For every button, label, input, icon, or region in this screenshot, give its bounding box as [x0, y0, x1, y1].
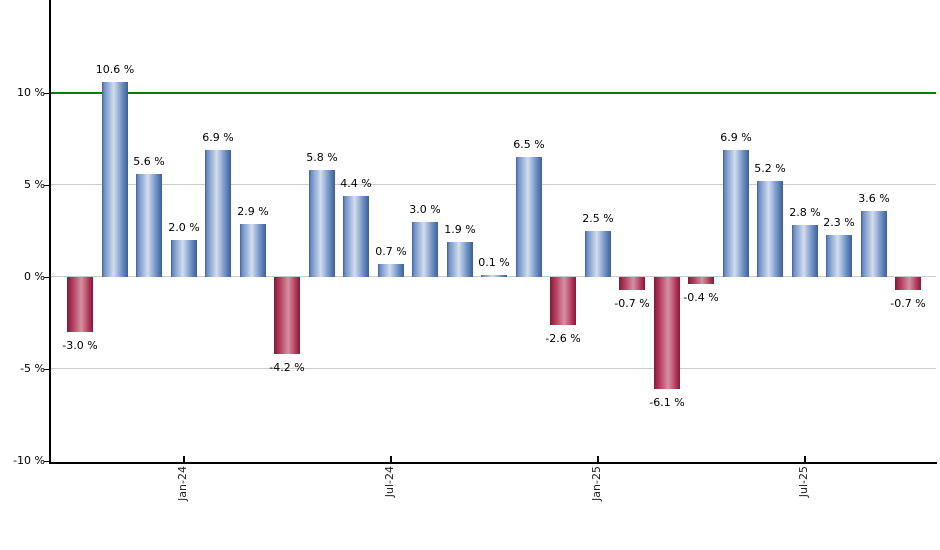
- bar-Nov-24: [516, 157, 542, 277]
- bar-Aug-24: [412, 222, 438, 277]
- bar-Mar-25: [654, 277, 680, 389]
- y-axis-tick-label: 0 %: [24, 270, 45, 283]
- bar-value-label-Jul-25: 2.8 %: [789, 206, 821, 219]
- bar-value-label-Feb-24: 6.9 %: [202, 131, 234, 144]
- bar-Sep-25: [861, 211, 887, 277]
- bar-Feb-24: [205, 150, 231, 277]
- bar-Oct-25: [895, 277, 921, 290]
- x-axis-line: [49, 462, 937, 464]
- x-axis-tick-label: Jul-25: [797, 466, 810, 498]
- reference-line-10pct: [51, 92, 936, 94]
- bar-value-label-Dec-24: -2.6 %: [545, 332, 581, 345]
- bar-value-label-Nov-24: 6.5 %: [513, 138, 545, 151]
- bar-Aug-25: [826, 235, 852, 277]
- bar-value-label-Aug-25: 2.3 %: [823, 216, 855, 229]
- bar-Apr-24: [274, 277, 300, 354]
- x-axis-tick: [390, 456, 392, 462]
- bar-value-label-Mar-25: -6.1 %: [649, 396, 685, 409]
- y-axis-tick: [44, 277, 50, 278]
- bar-value-label-May-24: 5.8 %: [306, 151, 338, 164]
- y-axis-tick: [44, 185, 50, 186]
- x-axis-tick: [804, 456, 806, 462]
- bar-Jul-25: [792, 225, 818, 277]
- bar-value-label-Oct-23: -3.0 %: [62, 339, 98, 352]
- x-axis-tick-label: Jan-25: [590, 466, 603, 501]
- bar-value-label-Jul-24: 0.7 %: [375, 245, 407, 258]
- bar-Dec-23: [136, 174, 162, 277]
- y-axis-tick-label: 5 %: [24, 178, 45, 191]
- bar-Jun-25: [757, 181, 783, 277]
- x-axis-tick-label: Jan-24: [176, 466, 189, 501]
- plot-top-border: [51, 1, 936, 5]
- bar-value-label-May-25: 6.9 %: [720, 131, 752, 144]
- bar-value-label-Apr-24: -4.2 %: [269, 361, 305, 374]
- bar-value-label-Oct-24: 0.1 %: [478, 256, 510, 269]
- bar-May-24: [309, 170, 335, 277]
- bar-value-label-Jan-25: 2.5 %: [582, 212, 614, 225]
- bar-value-label-Aug-24: 3.0 %: [409, 203, 441, 216]
- bar-Feb-25: [619, 277, 645, 290]
- bar-Jun-24: [343, 196, 369, 277]
- bar-value-label-Feb-25: -0.7 %: [614, 297, 650, 310]
- gridline: [51, 368, 936, 369]
- gridline: [51, 184, 936, 185]
- x-axis-tick: [597, 456, 599, 462]
- y-axis-line: [49, 0, 51, 464]
- y-axis-tick-label: 10 %: [17, 86, 45, 99]
- bar-Sep-24: [447, 242, 473, 277]
- bar-Jul-24: [378, 264, 404, 277]
- y-axis-tick: [44, 461, 50, 462]
- x-axis-tick: [183, 456, 185, 462]
- bar-value-label-Dec-23: 5.6 %: [133, 155, 165, 168]
- y-axis-tick-label: -5 %: [20, 362, 45, 375]
- bar-value-label-Sep-25: 3.6 %: [858, 192, 890, 205]
- bar-May-25: [723, 150, 749, 277]
- bar-value-label-Oct-25: -0.7 %: [890, 297, 926, 310]
- bar-value-label-Jan-24: 2.0 %: [168, 221, 200, 234]
- bar-value-label-Nov-23: 10.6 %: [95, 63, 135, 76]
- bar-value-label-Mar-24: 2.9 %: [237, 205, 269, 218]
- bar-Dec-24: [550, 277, 576, 325]
- bar-value-label-Apr-25: -0.4 %: [683, 291, 719, 304]
- y-axis-tick: [44, 369, 50, 370]
- bar-value-label-Sep-24: 1.9 %: [444, 223, 476, 236]
- bar-Oct-23: [67, 277, 93, 332]
- bar-Jan-24: [171, 240, 197, 277]
- y-axis-tick-label: -10 %: [13, 454, 45, 467]
- bar-value-label-Jun-25: 5.2 %: [754, 162, 786, 175]
- bar-Nov-23: [102, 82, 128, 277]
- x-axis-tick-label: Jul-24: [383, 466, 396, 498]
- y-axis-tick: [44, 93, 50, 94]
- bar-value-label-Jun-24: 4.4 %: [340, 177, 372, 190]
- bar-Apr-25: [688, 277, 714, 284]
- bar-Oct-24: [481, 275, 507, 277]
- bar-Mar-24: [240, 224, 266, 277]
- bar-Jan-25: [585, 231, 611, 277]
